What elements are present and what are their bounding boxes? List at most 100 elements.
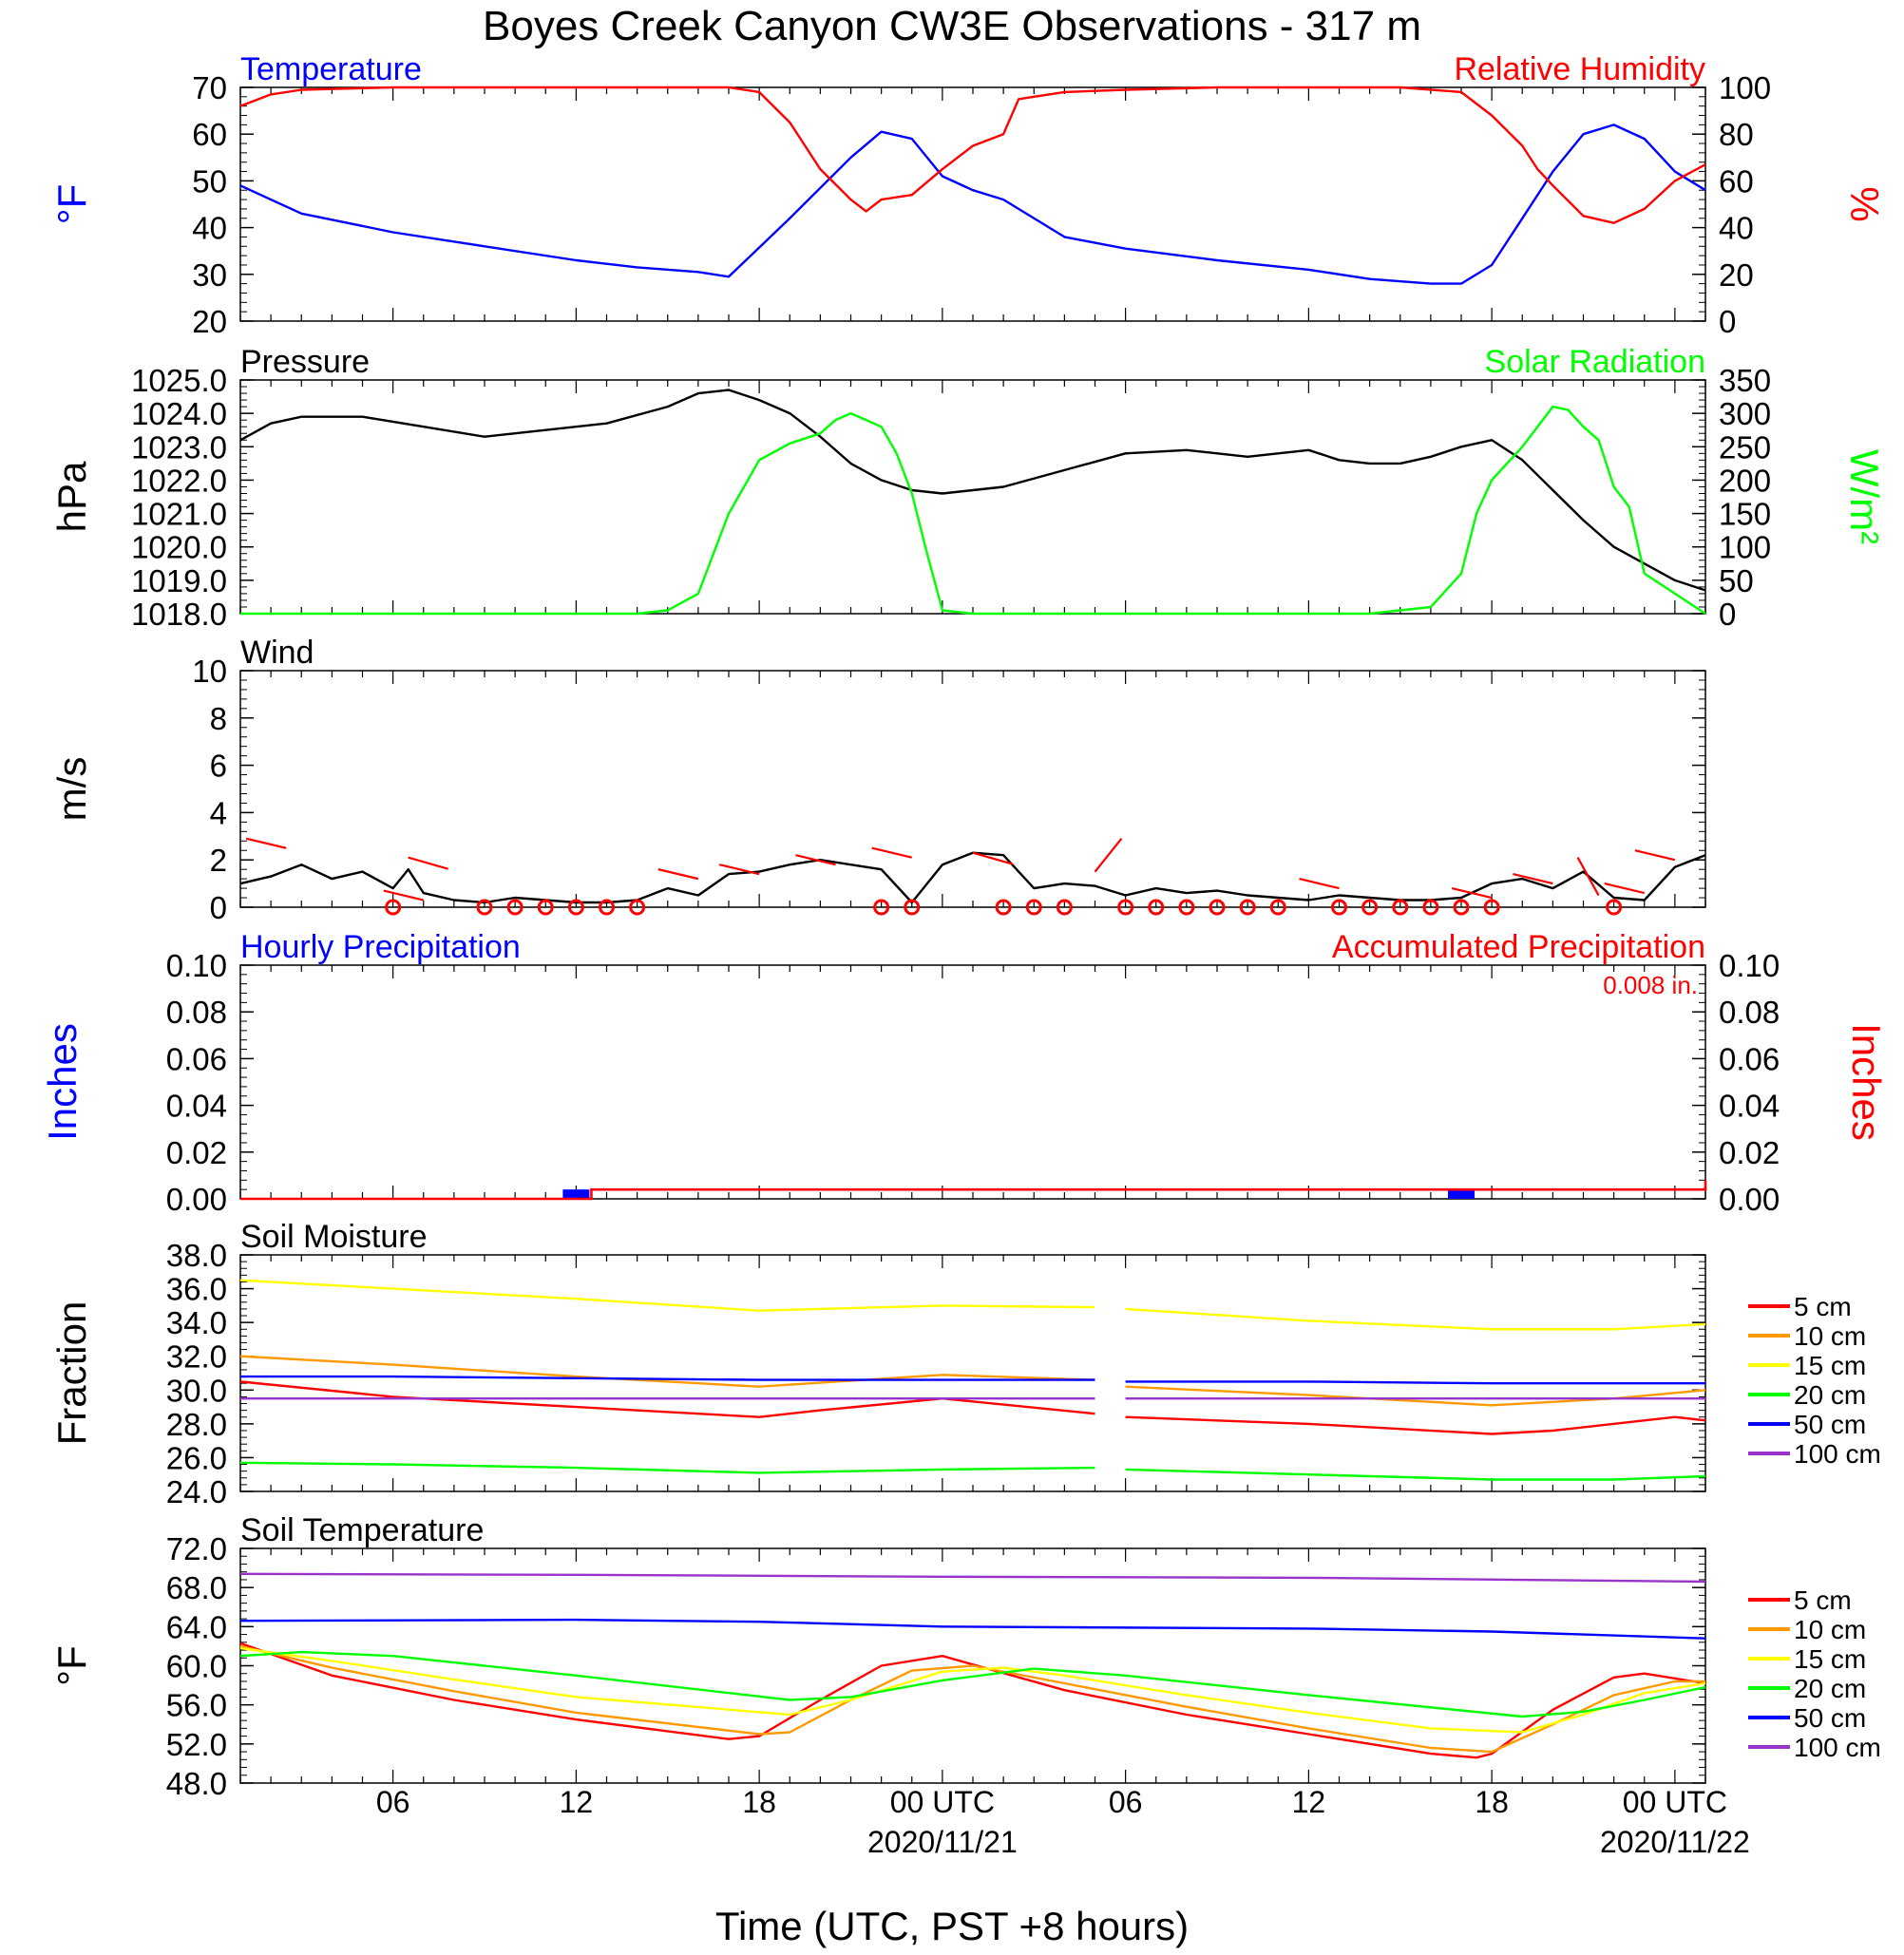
y-tick-label-left: 30 xyxy=(192,257,227,293)
y-axis-title-left: °F xyxy=(49,184,94,224)
legend-label: 5 cm xyxy=(1794,1292,1852,1321)
y-tick-label-left: 30.0 xyxy=(166,1373,227,1408)
y-tick-label-right: 20 xyxy=(1719,257,1754,293)
y-tick-label-right: 40 xyxy=(1719,211,1754,246)
legend-label: 50 cm xyxy=(1794,1410,1866,1439)
panel-frame xyxy=(239,1254,1706,1492)
panel-soil_temperature: 48.0 52.0 56.0 60.0 64.0 68.0 72.0 Soil Tempera… xyxy=(49,1512,1881,1801)
y-tick-label-left: 0 xyxy=(210,890,227,925)
calm-wind-circle xyxy=(995,899,1012,916)
wind-barb xyxy=(657,868,699,881)
calm-wind-circle xyxy=(629,899,646,916)
y-tick-label-left: 1020.0 xyxy=(131,530,227,565)
y-tick-label-left: 68.0 xyxy=(166,1570,227,1605)
panel-label-left: Soil Temperature xyxy=(240,1512,484,1548)
calm-wind-circle xyxy=(537,899,554,916)
panel-pressure_solar: 1018.01019.01020.01021.01022.01023.01024… xyxy=(49,344,1887,632)
y-tick-label-right: 350 xyxy=(1719,363,1771,398)
calm-wind-circle xyxy=(1239,899,1256,916)
y-axis-title-right: W/m² xyxy=(1842,449,1887,544)
calm-wind-circle xyxy=(476,899,493,916)
y-tick-label-left: 32.0 xyxy=(166,1339,227,1375)
calm-wind-circle xyxy=(599,899,615,916)
y-axis-title-left: hPa xyxy=(49,461,94,532)
panel-temp_rh: 20 30 40 50 60 70 0 20 40 60 80 100 Temperature Relat… xyxy=(49,51,1887,339)
series-line-20-cm xyxy=(239,1461,1706,1481)
calm-wind-circle xyxy=(567,899,584,916)
y-axis-title-right: Inches xyxy=(1844,1023,1889,1141)
y-tick-label-left: 1025.0 xyxy=(131,363,227,398)
y-tick-label-left: 28.0 xyxy=(166,1407,227,1442)
calm-wind-circle xyxy=(873,899,890,916)
y-tick-label-left: 52.0 xyxy=(166,1727,227,1762)
series-line-5-cm xyxy=(239,1380,1706,1435)
y-tick-label-left: 56.0 xyxy=(166,1688,227,1723)
y-tick-label-left: 6 xyxy=(210,749,227,784)
wind-barb xyxy=(871,846,913,859)
y-tick-label-left: 2 xyxy=(210,843,227,878)
calm-wind-circle xyxy=(1453,899,1470,916)
series-line-100-cm xyxy=(239,1572,1706,1584)
legend-label: 100 cm xyxy=(1794,1439,1881,1469)
y-tick-label-left: 60 xyxy=(192,117,227,152)
y-tick-label-left: 38.0 xyxy=(166,1238,227,1273)
y-tick-label-right: 0.06 xyxy=(1719,1041,1780,1076)
y-tick-label-left: 1018.0 xyxy=(131,597,227,632)
y-tick-label-right: 0.10 xyxy=(1719,948,1780,983)
y-tick-label-right: 200 xyxy=(1719,463,1771,498)
panel-label-right: Relative Humidity xyxy=(1454,51,1705,87)
panel-label-right: Accumulated Precipitation xyxy=(1332,929,1705,965)
x-date-label: 2020/11/21 xyxy=(867,1825,1018,1859)
y-tick-label-right: 0.02 xyxy=(1719,1135,1780,1170)
calm-wind-circle xyxy=(1269,899,1286,916)
legend-label: 20 cm xyxy=(1794,1674,1866,1703)
wind-barb xyxy=(972,851,1014,865)
y-tick-label-left: 4 xyxy=(210,795,227,830)
x-tick-label: 12 xyxy=(560,1785,594,1819)
y-tick-label-left: 26.0 xyxy=(166,1440,227,1475)
y-axis-title-right: % xyxy=(1842,186,1887,221)
y-tick-label-right: 60 xyxy=(1719,163,1754,199)
y-tick-label-left: 64.0 xyxy=(166,1609,227,1644)
legend-label: 15 cm xyxy=(1794,1351,1866,1380)
series-line-pressure xyxy=(239,389,1706,592)
x-tick-label: 18 xyxy=(1475,1785,1509,1819)
calm-wind-circle xyxy=(385,899,402,916)
panel-frame xyxy=(239,86,1706,322)
y-tick-label-left: 0.06 xyxy=(166,1041,227,1076)
x-axis-label: Time (UTC, PST +8 hours) xyxy=(715,1904,1189,1948)
accumulated-precip-line xyxy=(240,1180,1707,1201)
y-tick-label-left: 1022.0 xyxy=(131,463,227,498)
series-line-20-cm xyxy=(239,1650,1706,1718)
y-tick-label-left: 1023.0 xyxy=(131,429,227,465)
panel-label-left: Temperature xyxy=(240,51,422,87)
wind-barb xyxy=(1634,849,1676,862)
y-tick-label-left: 0.00 xyxy=(166,1182,227,1217)
panel-label-left: Hourly Precipitation xyxy=(240,929,521,965)
y-tick-label-right: 0.00 xyxy=(1719,1182,1780,1217)
series-line-10-cm xyxy=(239,1355,1706,1407)
y-tick-label-left: 20 xyxy=(192,304,227,339)
panel-frame xyxy=(239,670,1706,908)
panel-precip: 0.00 0.02 0.04 0.06 0.08 0.10 0.00 0.02 0.04 0.06… xyxy=(40,929,1889,1217)
calm-wind-circle xyxy=(1025,899,1042,916)
y-tick-label-right: 50 xyxy=(1719,563,1754,598)
panel-label-left: Wind xyxy=(240,635,314,671)
wind-barb xyxy=(718,864,760,876)
wind-barb xyxy=(1604,882,1646,895)
y-tick-label-left: 0.08 xyxy=(166,995,227,1030)
y-tick-label-left: 34.0 xyxy=(166,1305,227,1340)
y-tick-label-right: 100 xyxy=(1719,530,1771,565)
calm-wind-circle xyxy=(1606,899,1623,916)
panel-label-left: Soil Moisture xyxy=(240,1219,428,1255)
wind-barb xyxy=(1451,886,1493,900)
series-line-wind xyxy=(239,851,1706,904)
x-date-label: 2020/11/22 xyxy=(1600,1825,1750,1859)
y-tick-label-right: 0.08 xyxy=(1719,995,1780,1030)
y-tick-label-right: 80 xyxy=(1719,117,1754,152)
chart-title: Boyes Creek Canyon CW3E Observations - 3… xyxy=(483,3,1421,49)
calm-wind-circle xyxy=(1148,899,1165,916)
y-tick-label-left: 0.10 xyxy=(166,948,227,983)
